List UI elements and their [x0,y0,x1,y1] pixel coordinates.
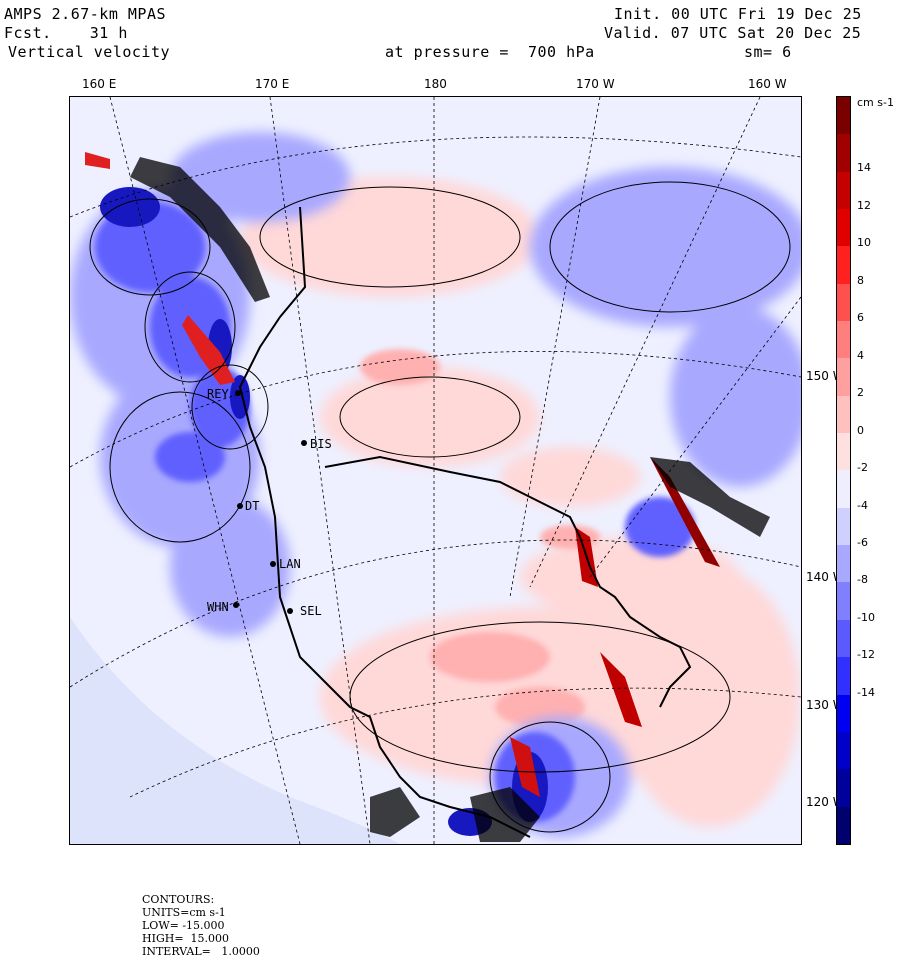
colorbar-swatch [837,806,850,844]
colorbar-swatch [837,694,850,732]
lon-label-170w: 170 W [576,77,615,91]
valid-time: Valid. 07 UTC Sat 20 Dec 25 [604,24,862,42]
colorbar-tick-label: -6 [857,535,868,549]
colorbar-tick-label: -10 [857,610,875,624]
ice-shelf-front [324,455,692,708]
smoothing: sm= 6 [744,43,792,61]
pressure-level: at pressure = 700 hPa [385,43,595,61]
lat-label-150w: 150 W [806,369,845,383]
station-markers [233,390,307,614]
colorbar-swatch [837,582,850,620]
colorbar-tick-label: -12 [857,648,875,662]
lon-label-180: 180 [424,77,447,91]
colorbar-swatch [837,657,850,695]
colorbar-swatch [837,246,850,284]
domain-edge [70,617,400,844]
colorbar [836,96,851,845]
graticule [70,97,801,844]
lat-label-130w: 130 W [806,698,845,712]
lat-label-120w: 120 W [806,795,845,809]
colorbar-tick-label: 10 [857,236,871,250]
colorbar-tick-label: -14 [857,685,875,699]
model-title: AMPS 2.67-km MPAS [4,5,167,23]
footer-low: LOW= -15.000 [142,919,225,932]
dense-contour-zones [130,157,770,842]
forecast-hour: Fcst. 31 h [4,24,128,42]
init-time: Init. 00 UTC Fri 19 Dec 25 [614,5,862,23]
colorbar-swatch [837,619,850,658]
map-panel: BIS LAN SEL WHN REY DT [69,96,802,845]
colorbar-swatch [837,358,850,396]
colorbar-tick-label: 8 [857,273,864,287]
station-whn: WHN [207,600,229,614]
colorbar-swatch [837,209,850,247]
colorbar-tick-label: 14 [857,161,871,175]
station-rey: REY [207,387,229,401]
moderate-upward-areas [360,349,600,727]
colorbar-tick-label: -4 [857,498,868,512]
station-dt: DT [245,499,260,513]
lon-label-160e: 160 E [82,77,117,91]
colorbar-tick-label: 2 [857,386,864,400]
colorbar-tick-label: 4 [857,348,864,362]
colorbar-units: cm s-1 [857,96,894,109]
colorbar-tick-label: -2 [857,461,868,475]
station-bis: BIS [310,437,332,451]
station-sel: SEL [300,604,322,618]
colorbar-tick-label: 6 [857,311,864,325]
colorbar-swatch [837,283,850,322]
colorbar-swatch [837,321,850,359]
station-lan: LAN [279,557,301,571]
colorbar-swatch [837,545,850,583]
colorbar-tick-label: 12 [857,198,871,212]
colorbar-swatch [837,395,850,434]
vertical-velocity-map [70,97,801,844]
colorbar-swatch [837,731,850,770]
colorbar-swatch [837,97,850,135]
colorbar-tick-label: -8 [857,573,868,587]
footer-interval: INTERVAL= 1.0000 [142,945,260,958]
field-name: Vertical velocity [8,43,171,61]
colorbar-swatch [837,171,850,210]
colorbar-swatch [837,507,850,546]
upward-cores [85,152,720,797]
lon-label-160w: 160 W [748,77,787,91]
colorbar-swatch [837,433,850,471]
contour-info: CONTOURS: UNITS=cm s-1 LOW= -15.000 HIGH… [135,880,266,958]
colorbar-swatch [837,470,850,508]
lat-label-140w: 140 W [806,570,845,584]
colorbar-swatch [837,769,850,807]
colorbar-tick-label: 0 [857,423,864,437]
footer-high: HIGH= 15.000 [142,932,230,945]
lon-label-170e: 170 E [255,77,290,91]
colorbar-swatch [837,134,850,172]
footer-units: UNITS=cm s-1 [142,906,226,919]
contour-lines [89,181,791,833]
coastline [238,206,531,838]
